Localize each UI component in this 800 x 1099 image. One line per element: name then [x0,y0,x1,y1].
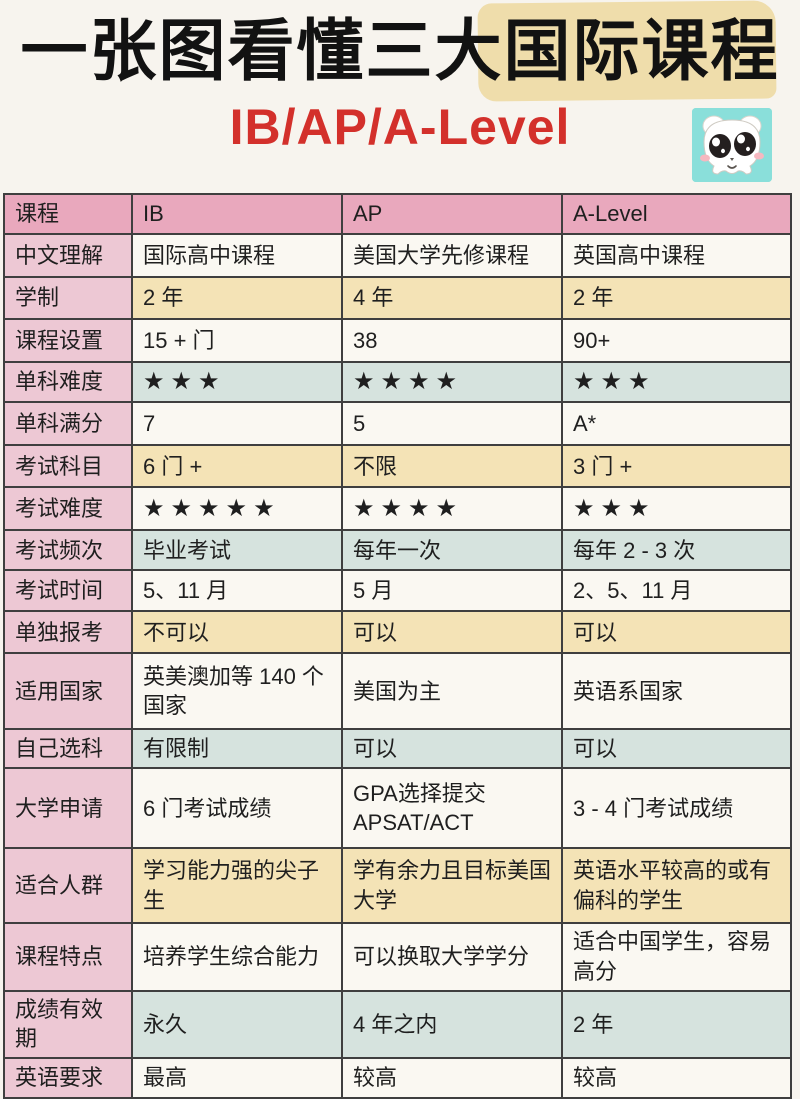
table-row-self-select-subjects: 自己选科 有限制 可以 可以 [3,728,792,770]
row-label-cell: 单科难度 [3,360,133,404]
title-block: 一张图看懂三大国际课程 [0,0,800,102]
value-cell-ib: 6 门 + [131,444,343,489]
table-row-suitable-students: 适合人群 学习能力强的尖子生 学有余力且目标美国大学 英语水平较高的或有偏科的学… [3,847,792,925]
value-cell-ib: 15 + 门 [131,318,343,363]
row-label-cell: 考试科目 [3,444,133,489]
page-subtitle: IB/AP/A-Level [229,99,571,156]
row-label-cell: 大学申请 [3,767,133,850]
value-cell-ap: 可以 [341,728,563,770]
star-rating-ib: ★★★ [131,360,343,404]
row-label-cell: 成绩有效期 [3,989,133,1060]
table-row-university-application: 大学申请 6 门考试成绩 GPA选择提交 APSAT/ACT 3 - 4 门考试… [3,767,792,850]
row-label-cell: 考试难度 [3,486,133,532]
value-cell-alevel: 较高 [561,1057,792,1099]
puppy-face-icon [692,108,772,182]
star-rating-ap: ★★★★ [341,360,563,404]
value-cell-ap: 4 年 [341,276,563,320]
value-cell-alevel: A* [561,401,792,447]
table-row-exam-subjects: 考试科目 6 门 + 不限 3 门 + [3,444,792,489]
table-row-course-count: 课程设置 15 + 门 38 90+ [3,318,792,363]
table-row-applicable-countries: 适用国家 英美澳加等 140 个国家 美国为主 英语系国家 [3,652,792,731]
table-row-subject-difficulty: 单科难度 ★★★ ★★★★ ★★★ [3,360,792,404]
table-row-max-score: 单科满分 7 5 A* [3,401,792,447]
comparison-table: 课程 IB AP A-Level 中文理解 国际高中课程 美国大学先修课程 英国… [3,193,792,1099]
row-label-cell: 课程设置 [3,318,133,363]
value-cell-ap: 38 [341,318,563,363]
page-header: 一张图看懂三大国际课程 IB/AP/A-Level [0,0,800,193]
value-cell-ap: 美国为主 [341,652,563,731]
star-rating-ap: ★★★★ [341,486,563,532]
table-row-exam-time: 考试时间 5、11 月 5 月 2、5、11 月 [3,569,792,613]
value-cell-ib: 英美澳加等 140 个国家 [131,652,343,731]
row-label-cell: 适用国家 [3,652,133,731]
value-cell-ib: 永久 [131,989,343,1060]
value-cell-ib: 2 年 [131,276,343,320]
value-cell-ap: 可以 [341,610,563,655]
value-cell-ap: 5 月 [341,569,563,613]
star-rating-ib: ★★★★★ [131,486,343,532]
row-label-cell: 单科满分 [3,401,133,447]
value-cell-ap: 学有余力且目标美国大学 [341,847,563,925]
value-cell-ib: 不可以 [131,610,343,655]
star-rating-alevel: ★★★ [561,360,792,404]
table-row-english-requirement: 英语要求 最高 较高 较高 [3,1057,792,1099]
table-header-row: 课程 IB AP A-Level [3,193,792,235]
puppy-mascot-icon [692,108,772,182]
row-label-cell: 考试时间 [3,569,133,613]
row-label-cell: 英语要求 [3,1057,133,1099]
value-cell-alevel: 2 年 [561,276,792,320]
row-label-cell: 单独报考 [3,610,133,655]
value-cell-alevel: 每年 2 - 3 次 [561,529,792,572]
row-label-cell: 中文理解 [3,233,133,278]
value-cell-alevel: 90+ [561,318,792,363]
table-row-individual-registration: 单独报考 不可以 可以 可以 [3,610,792,655]
row-label-cell: 课程特点 [3,922,133,992]
value-cell-alevel: 3 - 4 门考试成绩 [561,767,792,850]
value-cell-alevel: 英国高中课程 [561,233,792,278]
value-cell-alevel: 可以 [561,610,792,655]
value-cell-alevel: 适合中国学生，容易高分 [561,922,792,992]
column-header-ap: AP [341,193,563,235]
value-cell-ib: 最高 [131,1057,343,1099]
column-header-alevel: A-Level [561,193,792,235]
value-cell-ap: 5 [341,401,563,447]
value-cell-ib: 5、11 月 [131,569,343,613]
value-cell-alevel: 英语水平较高的或有偏科的学生 [561,847,792,925]
value-cell-ap: 可以换取大学学分 [341,922,563,992]
row-label-cell: 自己选科 [3,728,133,770]
table-row-duration: 学制 2 年 4 年 2 年 [3,276,792,320]
value-cell-ib: 7 [131,401,343,447]
column-header-ib: IB [131,193,343,235]
row-label-cell: 学制 [3,276,133,320]
star-rating-alevel: ★★★ [561,486,792,532]
value-cell-alevel: 可以 [561,728,792,770]
value-cell-alevel: 2、5、11 月 [561,569,792,613]
value-cell-ap: 4 年之内 [341,989,563,1060]
column-header-course: 课程 [3,193,133,235]
value-cell-alevel: 英语系国家 [561,652,792,731]
table-row-course-features: 课程特点 培养学生综合能力 可以换取大学学分 适合中国学生，容易高分 [3,922,792,992]
value-cell-ib: 有限制 [131,728,343,770]
row-label-cell: 适合人群 [3,847,133,925]
table-row-score-validity: 成绩有效期 永久 4 年之内 2 年 [3,989,792,1060]
page-title: 一张图看懂三大国际课程 [20,14,780,89]
table-row-exam-frequency: 考试频次 毕业考试 每年一次 每年 2 - 3 次 [3,529,792,572]
value-cell-alevel: 2 年 [561,989,792,1060]
value-cell-ap: 不限 [341,444,563,489]
row-label-cell: 考试频次 [3,529,133,572]
value-cell-ib: 毕业考试 [131,529,343,572]
value-cell-ib: 国际高中课程 [131,233,343,278]
value-cell-ib: 6 门考试成绩 [131,767,343,850]
value-cell-ib: 培养学生综合能力 [131,922,343,992]
table-row-exam-difficulty: 考试难度 ★★★★★ ★★★★ ★★★ [3,486,792,532]
value-cell-alevel: 3 门 + [561,444,792,489]
value-cell-ap: 较高 [341,1057,563,1099]
value-cell-ap: 每年一次 [341,529,563,572]
table-row-chinese-meaning: 中文理解 国际高中课程 美国大学先修课程 英国高中课程 [3,233,792,278]
value-cell-ib: 学习能力强的尖子生 [131,847,343,925]
value-cell-ap: GPA选择提交 APSAT/ACT [341,767,563,850]
value-cell-ap: 美国大学先修课程 [341,233,563,278]
